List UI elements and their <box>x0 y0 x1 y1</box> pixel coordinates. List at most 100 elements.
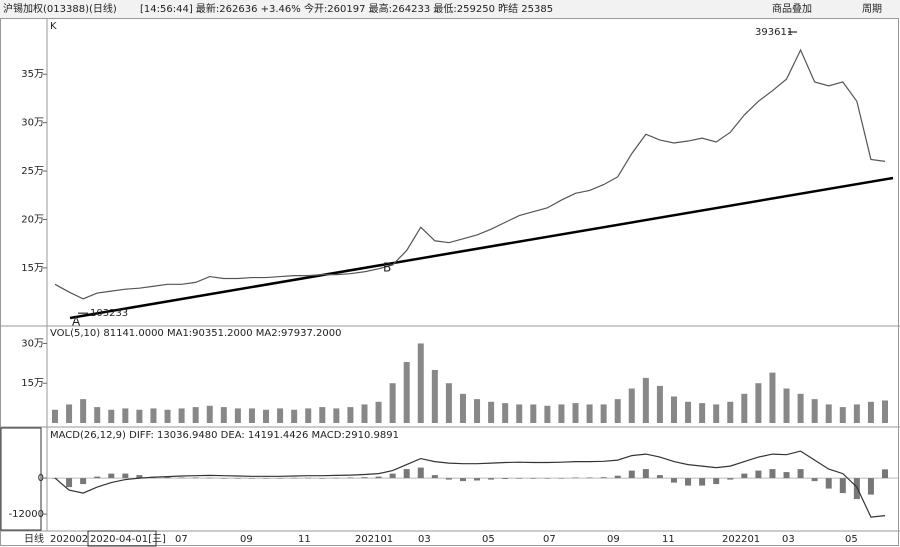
menu-overlay[interactable]: 商品叠加 <box>772 2 812 15</box>
bar <box>263 409 270 423</box>
x-tick-label: 2020-04-01[三] <box>90 534 166 545</box>
bar <box>333 477 340 479</box>
vol-label: VOL(5,10) 81141.0000 MA1:90351.2000 MA2:… <box>50 328 341 339</box>
bar <box>488 401 495 423</box>
bar <box>347 477 354 479</box>
series-line <box>54 450 886 518</box>
k-label: K <box>50 21 57 32</box>
y-tick-label: 15万 <box>21 263 44 274</box>
x-tick-label: 03 <box>418 534 431 545</box>
bar <box>600 404 607 423</box>
bar <box>445 478 452 480</box>
bar <box>741 393 748 423</box>
bar <box>248 478 255 479</box>
bar <box>220 478 227 479</box>
bar <box>488 478 495 480</box>
bar <box>206 477 213 479</box>
x-tick-label: 05 <box>845 534 858 545</box>
bar <box>417 343 424 423</box>
bar <box>656 475 663 479</box>
y-tick-label: 0 <box>38 473 44 484</box>
menu-period[interactable]: 周期 <box>862 3 882 15</box>
bar <box>361 404 368 423</box>
x-tick-label: 03 <box>782 534 795 545</box>
bar <box>727 478 734 480</box>
bar <box>122 408 129 423</box>
bar <box>853 404 860 423</box>
bar <box>516 404 523 423</box>
bar <box>94 407 101 423</box>
bar <box>642 377 649 423</box>
bar <box>52 409 58 423</box>
bar <box>66 404 73 423</box>
bar <box>291 477 298 479</box>
header-quote: [14:56:44] 最新:262636 +3.46% 今开:260197 最高… <box>140 2 553 15</box>
bar <box>305 408 312 423</box>
bar <box>755 470 762 479</box>
bar <box>544 405 551 423</box>
bar <box>614 475 621 479</box>
bar <box>417 467 424 479</box>
bar <box>220 407 227 423</box>
macd-label: MACD(26,12,9) DIFF: 13036.9480 DEA: 1419… <box>50 430 399 441</box>
header-bar <box>0 0 900 18</box>
bar <box>459 478 466 482</box>
bar <box>474 399 481 423</box>
bar <box>389 383 396 423</box>
bar <box>867 401 874 423</box>
bar <box>783 472 790 479</box>
low-label: 103233 <box>90 308 128 319</box>
y-tick-label: -12000 <box>9 509 44 520</box>
bar <box>319 407 326 423</box>
bar <box>882 469 888 479</box>
point-label: A <box>72 315 81 329</box>
y-tick-label: 30万 <box>21 338 44 349</box>
bar <box>403 362 410 423</box>
bar <box>699 478 706 486</box>
bar <box>741 473 748 479</box>
bar <box>642 469 649 479</box>
bar <box>431 475 438 479</box>
bar <box>178 477 185 479</box>
bar <box>685 478 692 486</box>
bar <box>361 477 368 479</box>
bar <box>277 408 284 423</box>
bar <box>459 393 466 423</box>
bar <box>94 476 101 479</box>
bar <box>783 388 790 423</box>
bar <box>797 393 804 423</box>
bar <box>122 473 129 479</box>
x-tick-label: 11 <box>662 534 675 545</box>
x-tick-label: 202201 <box>722 534 760 545</box>
bar <box>811 399 818 423</box>
bar <box>108 473 115 479</box>
bar <box>656 385 663 423</box>
bar <box>572 477 579 479</box>
bar <box>431 369 438 423</box>
bar <box>108 409 115 423</box>
bar <box>558 478 565 479</box>
bar <box>502 478 509 479</box>
bar <box>136 475 143 479</box>
bar <box>825 404 832 423</box>
bar <box>685 401 692 423</box>
bar <box>699 403 706 423</box>
bar <box>811 478 818 482</box>
bar <box>305 477 312 479</box>
bar <box>600 477 607 479</box>
y-tick-label: 25万 <box>21 166 44 177</box>
x-tick-label: 07 <box>175 534 188 545</box>
bar <box>403 469 410 479</box>
y-tick-label: 30万 <box>21 118 44 129</box>
bar <box>572 403 579 423</box>
series-line <box>54 48 886 300</box>
bar <box>192 407 199 423</box>
bar <box>755 383 762 423</box>
bar <box>474 478 481 481</box>
y-tick-label: 20万 <box>21 214 44 225</box>
bar <box>769 469 776 479</box>
frame <box>0 18 899 546</box>
x-tick-label: 05 <box>482 534 495 545</box>
bar <box>291 409 298 423</box>
